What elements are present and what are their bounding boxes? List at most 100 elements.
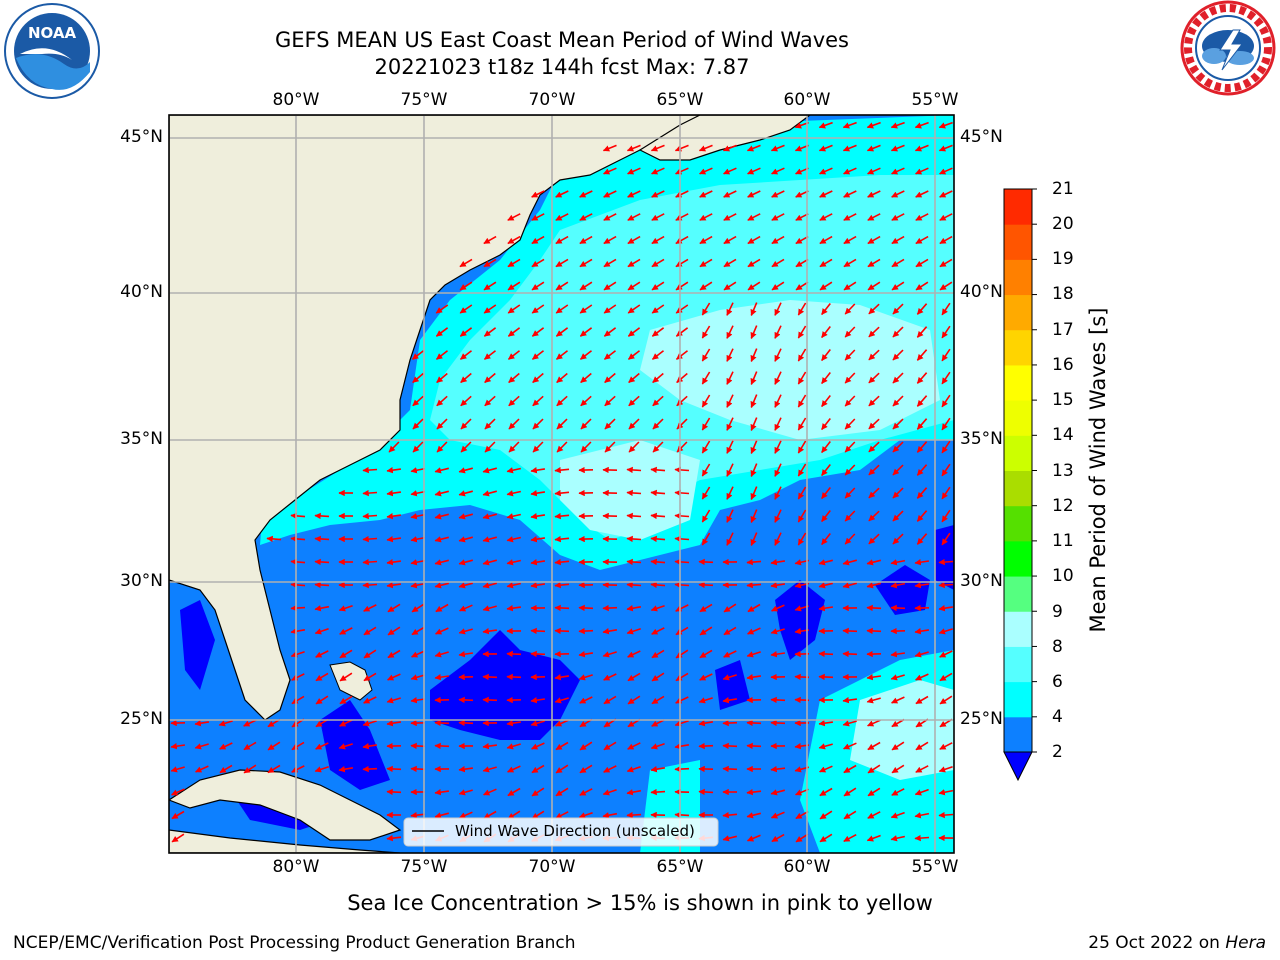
- colorbar-tick: 10: [1052, 566, 1074, 586]
- wind-arrow: [939, 672, 953, 682]
- wind-arrow: [436, 441, 448, 453]
- wind-arrow: [675, 281, 689, 291]
- wind-arrow: [891, 788, 905, 796]
- wind-arrow: [844, 395, 856, 407]
- wind-arrow: [506, 604, 522, 612]
- wind-arrow: [892, 418, 904, 430]
- wind-arrow: [699, 626, 713, 636]
- colorbar-segment: [1004, 576, 1032, 612]
- colorbar-tick: 13: [1052, 461, 1074, 481]
- wind-arrow: [892, 487, 904, 499]
- wind-arrow: [314, 766, 329, 773]
- wind-arrow: [866, 834, 881, 842]
- wind-arrow: [650, 512, 666, 520]
- lon-label-bottom: 60°W: [783, 857, 831, 877]
- wind-arrow: [867, 764, 881, 774]
- wind-arrow: [651, 281, 665, 291]
- wind-arrow: [915, 695, 929, 705]
- colorbar-tick: 19: [1052, 249, 1074, 269]
- ocean-8-9s-patch: [640, 300, 940, 440]
- wind-arrow: [915, 167, 929, 175]
- wind-arrow: [797, 302, 807, 316]
- wind-arrow: [890, 651, 906, 658]
- wind-arrow: [674, 558, 690, 566]
- wind-arrow: [243, 764, 257, 774]
- wind-arrow: [530, 490, 546, 497]
- wind-arrow: [723, 603, 737, 613]
- wind-arrow: [797, 509, 807, 523]
- wind-arrow: [627, 281, 641, 291]
- wind-arrow: [675, 350, 688, 360]
- wind-arrow: [291, 741, 305, 751]
- wind-arrow: [938, 765, 953, 773]
- wind-arrow: [460, 372, 472, 384]
- wind-arrow: [650, 766, 666, 773]
- wind-arrow: [726, 463, 734, 477]
- wind-arrow: [867, 741, 881, 751]
- wind-arrow: [507, 350, 520, 360]
- wind-arrow: [171, 788, 185, 796]
- wind-arrow: [554, 489, 570, 497]
- wind-arrow: [795, 258, 809, 268]
- wind-arrow: [314, 558, 330, 566]
- wind-arrow: [842, 559, 858, 566]
- wind-arrow: [388, 441, 400, 453]
- wind-arrow: [530, 697, 546, 704]
- wind-arrow: [602, 144, 617, 152]
- wind-arrow: [650, 558, 666, 566]
- wind-arrow: [674, 720, 689, 727]
- land-andros: [329, 661, 373, 701]
- wind-arrow: [842, 696, 858, 704]
- wind-arrow: [626, 489, 642, 497]
- wind-arrow: [746, 651, 761, 658]
- wind-arrow: [434, 467, 449, 474]
- wind-arrow: [651, 350, 664, 360]
- wind-arrow: [818, 743, 833, 750]
- colorbar-segment: [1004, 189, 1032, 225]
- wind-arrow: [410, 582, 426, 589]
- wind-arrow: [243, 741, 257, 751]
- wind-arrow: [530, 650, 546, 658]
- wind-arrow: [243, 719, 257, 727]
- wind-arrow: [579, 696, 593, 704]
- wind-arrow: [482, 742, 498, 750]
- wind-arrow: [603, 235, 617, 245]
- wind-arrow: [411, 650, 425, 658]
- wind-arrow: [916, 418, 928, 430]
- wind-arrow: [410, 742, 426, 750]
- wind-arrow: [698, 558, 714, 566]
- wind-arrow: [603, 350, 616, 360]
- wind-arrow: [941, 532, 951, 546]
- wind-arrow: [866, 697, 881, 704]
- lon-label-bottom: 65°W: [656, 857, 704, 877]
- wind-arrow: [722, 742, 738, 750]
- wind-arrow: [436, 418, 448, 430]
- colorbar-segment: [1004, 329, 1032, 366]
- wind-arrow: [554, 627, 570, 635]
- wind-arrow: [603, 190, 617, 198]
- wind-arrow: [508, 441, 520, 453]
- wind-wave-direction-arrows: [170, 121, 954, 843]
- wind-arrow: [387, 673, 401, 681]
- wind-arrow: [436, 372, 448, 384]
- wind-arrow: [892, 349, 904, 361]
- lat-label-left: 35°N: [120, 429, 163, 449]
- wind-arrow: [531, 235, 545, 245]
- wind-arrow: [651, 190, 665, 198]
- wind-arrow: [699, 167, 713, 175]
- wind-arrow: [746, 788, 762, 796]
- wind-arrow: [652, 395, 664, 407]
- wind-arrow: [819, 810, 833, 820]
- wind-arrow: [774, 463, 782, 477]
- wind-arrow: [818, 719, 834, 727]
- wind-arrow: [434, 788, 450, 796]
- wind-arrow: [458, 513, 474, 520]
- wind-arrow: [699, 673, 713, 681]
- wind-arrow: [914, 834, 930, 842]
- wind-arrow: [650, 144, 665, 152]
- wind-arrow: [579, 327, 593, 337]
- wind-arrow: [891, 258, 905, 268]
- wind-arrow: [484, 441, 496, 453]
- wind-arrow: [627, 304, 641, 314]
